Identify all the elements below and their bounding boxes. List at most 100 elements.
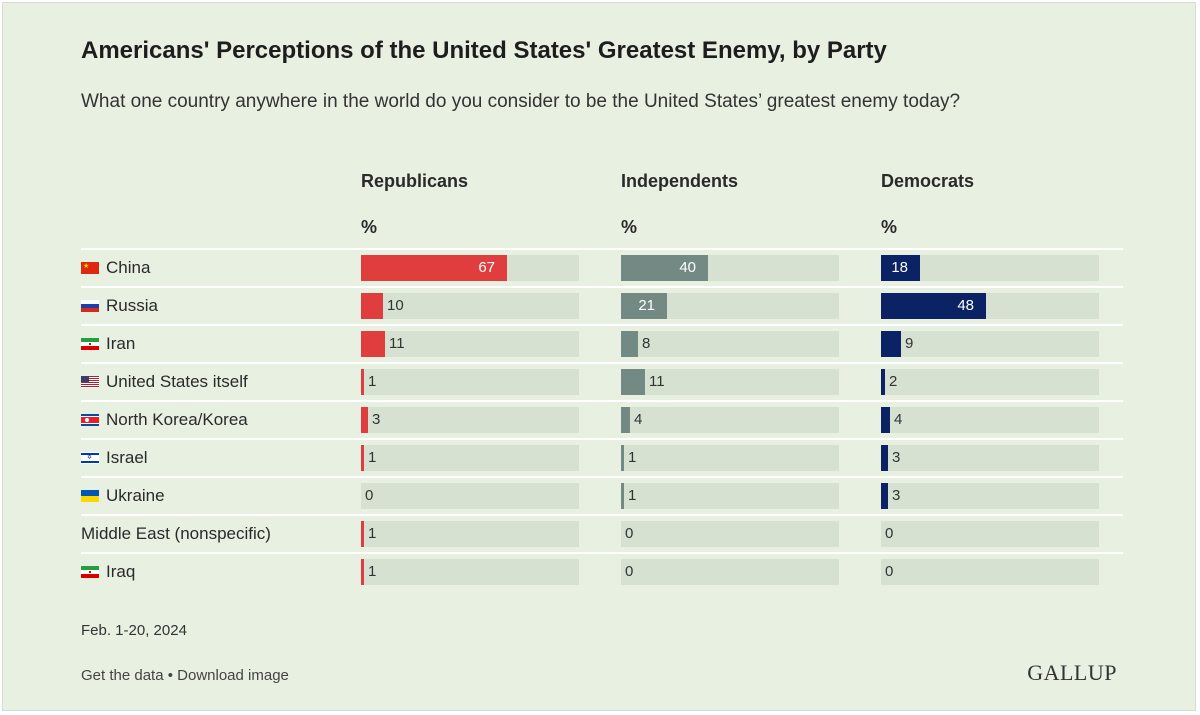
value-label: 67 (478, 259, 495, 276)
bar-independents (621, 369, 645, 395)
table-row: North Korea/Korea 3 4 4 (81, 400, 1123, 438)
bar-independents (621, 483, 624, 509)
bar-independents (621, 255, 708, 281)
row-label-text: Iran (106, 334, 136, 353)
bar-track: 0 (621, 521, 839, 547)
value-label: 21 (638, 297, 655, 314)
bar-track: 1 (361, 445, 579, 471)
value-label: 10 (387, 297, 404, 314)
bar-track: 18 (881, 255, 1099, 281)
bar-democrats (881, 331, 901, 357)
bar-democrats (881, 445, 888, 471)
value-label: 8 (642, 335, 651, 352)
bar-track: 11 (621, 369, 839, 395)
bar-track: 48 (881, 293, 1099, 319)
column-header-independents: Independents (621, 171, 739, 191)
column-unit-republicans: % (361, 217, 378, 237)
row-label-text: Ukraine (106, 486, 165, 505)
survey-date: Feb. 1-20, 2024 (81, 622, 187, 639)
ukraine-flag-icon (81, 490, 99, 502)
value-label: 3 (892, 449, 901, 466)
column-header-republicans: Republicans (361, 171, 469, 191)
usa-flag-icon (81, 376, 99, 388)
bar-republicans (361, 559, 364, 585)
bar-track: 4 (621, 407, 839, 433)
row-label: ✡ Israel (81, 440, 148, 476)
get-data-link[interactable]: Get the data (81, 667, 164, 684)
table-row: Iran 11 8 9 (81, 324, 1123, 362)
bar-track: 1 (621, 483, 839, 509)
chart-subtitle: What one country anywhere in the world d… (81, 91, 961, 112)
value-label: 9 (905, 335, 914, 352)
value-label: 18 (891, 259, 908, 276)
value-label: 48 (957, 297, 974, 314)
bar-track: 0 (361, 483, 579, 509)
value-label: 0 (625, 525, 634, 542)
value-label: 4 (634, 411, 643, 428)
iraq-flag-icon (81, 566, 99, 578)
value-label: 0 (625, 563, 634, 580)
bar-track: 1 (361, 369, 579, 395)
bar-track: 1 (361, 559, 579, 585)
bar-track: 4 (881, 407, 1099, 433)
value-label: 0 (885, 525, 894, 542)
value-label: 0 (885, 563, 894, 580)
value-label: 2 (889, 373, 898, 390)
row-label: ★ China (81, 250, 150, 286)
footer-separator: • (163, 667, 178, 684)
bar-independents (621, 293, 667, 319)
north-korea-flag-icon (81, 414, 99, 426)
table-row: ✡ Israel 1 1 3 (81, 438, 1123, 476)
row-label: United States itself (81, 364, 248, 400)
bar-democrats (881, 293, 986, 319)
download-image-link[interactable]: Download image (177, 667, 289, 684)
bar-track: 1 (361, 521, 579, 547)
value-label: 40 (679, 259, 696, 276)
bar-track: 40 (621, 255, 839, 281)
value-label: 1 (628, 487, 637, 504)
column-header-democrats: Democrats (881, 171, 975, 191)
bar-track: 8 (621, 331, 839, 357)
row-label-text: Middle East (nonspecific) (81, 524, 271, 543)
row-label: Iran (81, 326, 135, 362)
bar-track: 3 (881, 483, 1099, 509)
chart-title: Americans' Perceptions of the United Sta… (81, 37, 887, 64)
row-label: Russia (81, 288, 158, 324)
bar-independents (621, 445, 624, 471)
bar-track: 67 (361, 255, 579, 281)
bar-independents (621, 407, 630, 433)
bar-track: 1 (621, 445, 839, 471)
bar-track: 9 (881, 331, 1099, 357)
bar-democrats (881, 483, 888, 509)
value-label: 1 (368, 525, 377, 542)
bar-republicans (361, 521, 364, 547)
value-label: 0 (365, 487, 374, 504)
value-label: 3 (372, 411, 381, 428)
russia-flag-icon (81, 300, 99, 312)
table-row: Russia 10 21 48 (81, 286, 1123, 324)
value-label: 11 (649, 373, 665, 390)
table-row: United States itself 1 11 2 (81, 362, 1123, 400)
column-unit-democrats: % (881, 217, 898, 237)
bar-track: 0 (881, 521, 1099, 547)
row-label-text: Iraq (106, 562, 136, 581)
bar-track: 0 (621, 559, 839, 585)
table-row: Ukraine 0 1 3 (81, 476, 1123, 514)
table-row: Iraq 1 0 0 (81, 552, 1123, 590)
iran-flag-icon (81, 338, 99, 350)
bar-track: 11 (361, 331, 579, 357)
row-label: Iraq (81, 554, 135, 590)
bar-democrats (881, 369, 885, 395)
value-label: 4 (894, 411, 903, 428)
table-row: Middle East (nonspecific) 1 0 0 (81, 514, 1123, 552)
bar-republicans (361, 255, 507, 281)
value-label: 1 (368, 449, 377, 466)
bar-republicans (361, 445, 364, 471)
bar-track: 3 (361, 407, 579, 433)
row-label-text: Israel (106, 448, 148, 467)
value-label: 1 (368, 563, 377, 580)
bar-republicans (361, 293, 383, 319)
israel-flag-icon: ✡ (81, 452, 99, 464)
bar-republicans (361, 407, 368, 433)
